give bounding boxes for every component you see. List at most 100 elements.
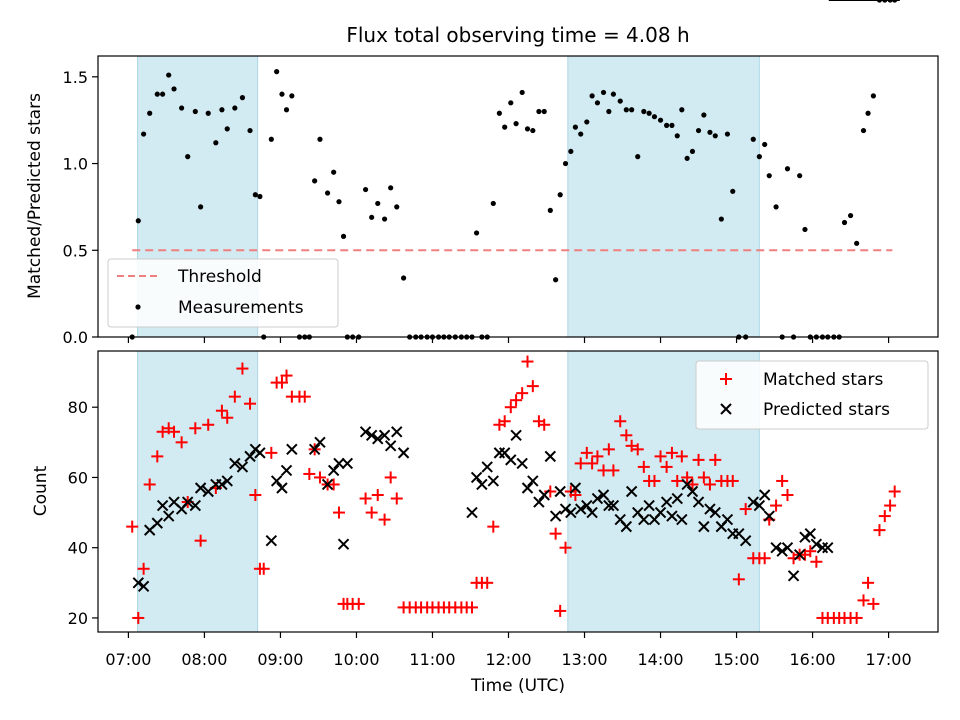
predicted-star-point	[559, 503, 572, 515]
predicted-star-point	[286, 443, 298, 456]
matched-star-point	[352, 597, 365, 610]
measurement-point	[160, 91, 166, 97]
x-tick-label: 16:00	[790, 650, 836, 669]
predicted-star-point	[244, 450, 256, 463]
measurement-point	[572, 124, 578, 130]
measurement-point	[519, 89, 525, 96]
measurement-point	[530, 127, 536, 134]
predicted-star-point	[625, 485, 638, 498]
matched-star-point	[175, 436, 188, 449]
measurement-point	[865, 110, 871, 116]
count-y-axis: 20 40 60 80	[68, 398, 98, 628]
measurement-point	[508, 100, 514, 106]
measurement-point	[232, 105, 238, 111]
predicted-star-point	[378, 429, 391, 442]
measurement-point	[283, 107, 290, 113]
matched-star-point	[878, 510, 891, 523]
measurement-point	[388, 185, 394, 191]
measurement-point	[674, 133, 680, 139]
measurement-point	[312, 178, 318, 184]
measurement-point	[797, 173, 803, 179]
chart-title: Flux total observing time = 4.08 h	[346, 23, 689, 47]
predicted-star-point	[620, 520, 633, 533]
measurement-point	[198, 204, 204, 210]
measurement-point	[635, 154, 641, 160]
measurement-point	[578, 131, 584, 137]
predicted-star-point	[321, 478, 334, 491]
measurement-point	[547, 207, 553, 213]
predicted-star-point	[538, 489, 550, 501]
predicted-star-point	[654, 506, 667, 519]
measurement-point	[381, 216, 388, 222]
matched-star-point	[151, 450, 164, 463]
matched-star-point	[249, 489, 262, 502]
matched-star-point	[867, 597, 880, 610]
matched-star-point	[390, 492, 403, 505]
measurement-point	[784, 166, 791, 172]
matched-star-point	[620, 429, 633, 442]
matched-star-point	[244, 397, 257, 410]
predicted-star-point	[276, 482, 288, 494]
matched-star-point	[327, 478, 340, 491]
predicted-star-point	[676, 513, 688, 526]
x-tick-label: 08:00	[181, 650, 227, 669]
measurement-point	[606, 108, 612, 115]
matched-star-point	[202, 418, 215, 431]
predicted-star-point	[810, 538, 823, 550]
matched-star-point	[280, 369, 293, 382]
predicted-star-point	[397, 447, 410, 459]
measurement-point	[257, 193, 263, 200]
matched-star-point	[481, 576, 494, 589]
predicted-star-point	[747, 496, 759, 508]
x-tick-label: 07:00	[105, 650, 151, 669]
matched-star-point	[378, 513, 391, 526]
predicted-star-point	[739, 534, 752, 547]
predicted-star-point	[236, 461, 249, 473]
matched-star-point	[648, 474, 661, 487]
matched-star-point	[681, 471, 694, 484]
predicted-star-point	[151, 517, 164, 529]
predicted-star-point	[804, 527, 816, 540]
measurement-point	[239, 95, 246, 101]
measurement-point	[860, 127, 867, 134]
matched-star-point	[194, 534, 207, 547]
predicted-star-point	[763, 510, 775, 522]
matched-star-point	[126, 520, 139, 533]
predicted-star-point	[333, 457, 345, 470]
matched-star-point	[884, 499, 897, 512]
measurement-point	[154, 91, 160, 97]
legend-matched-label: Matched stars	[763, 370, 883, 390]
predicted-star-point	[466, 506, 478, 519]
matched-star-point	[365, 506, 378, 519]
predicted-star-point	[327, 464, 340, 477]
predicted-star-point	[770, 541, 782, 554]
predicted-star-point	[516, 457, 528, 470]
measurement-point	[646, 110, 652, 116]
measurement-point	[707, 129, 713, 135]
predicted-star-point	[799, 531, 811, 543]
ratio-y-axis: 0.0 0.5 1.0 1.5	[63, 68, 98, 347]
predicted-star-point	[544, 450, 557, 463]
measurement-point	[340, 233, 347, 239]
measurement-point	[773, 204, 779, 210]
matched-star-point	[538, 418, 551, 431]
measurement-point	[394, 204, 400, 210]
predicted-star-point	[591, 492, 604, 505]
matched-star-point	[168, 425, 181, 438]
matched-star-point	[559, 541, 572, 554]
predicted-star-point	[586, 506, 598, 519]
measurement-point	[553, 277, 559, 283]
y-tick-label: 20	[68, 609, 88, 628]
measurements-series	[129, 0, 898, 340]
measurement-point	[712, 133, 718, 139]
predicted-star-point	[721, 513, 734, 526]
measurement-point	[841, 219, 848, 226]
measurement-point	[568, 148, 574, 155]
measurement-point	[141, 131, 147, 137]
measurement-point	[513, 121, 519, 127]
matched-star-point	[810, 555, 823, 568]
predicted-star-point	[565, 506, 577, 519]
measurement-point	[279, 91, 285, 97]
matched-star-point	[591, 450, 604, 463]
matched-star-point	[671, 474, 684, 487]
